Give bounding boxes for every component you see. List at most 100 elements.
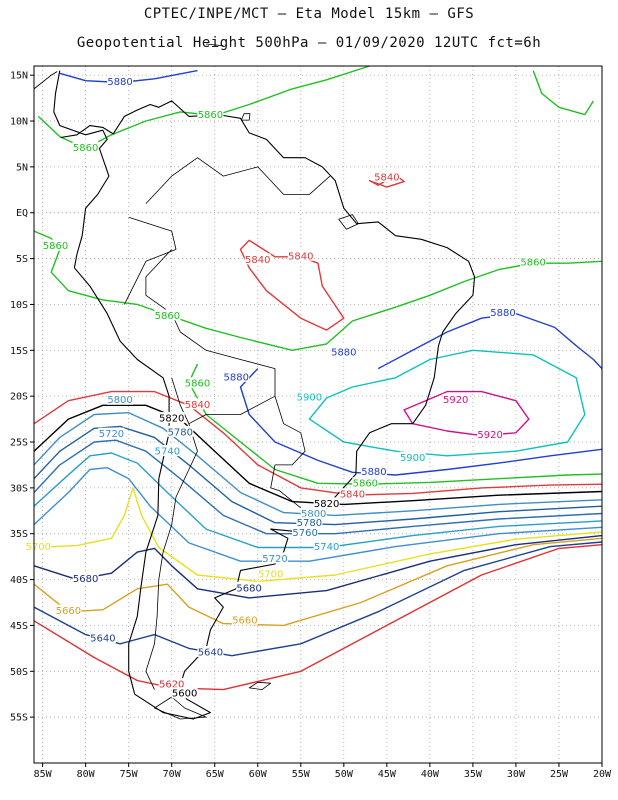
contour-label: 5800 <box>107 395 132 406</box>
coastline <box>53 70 476 720</box>
lon-tick-label: 65W <box>206 769 225 780</box>
lon-tick-label: 30W <box>507 769 526 780</box>
contour-5740 <box>33 452 603 549</box>
contour-label: 5720 <box>262 554 287 565</box>
contour-label-bg <box>360 465 387 477</box>
lat-tick-label: 55S <box>10 713 28 724</box>
contour-5780 <box>33 425 603 526</box>
coastline <box>124 216 177 305</box>
contour-5720 <box>33 467 603 562</box>
contour-label-bg <box>223 370 250 382</box>
contour-label: 5600 <box>172 689 197 700</box>
contour-label-bg <box>89 632 116 644</box>
coastline <box>248 681 272 690</box>
lon-tick-label: 50W <box>335 769 354 780</box>
lat-tick-label: 45S <box>10 621 28 632</box>
contour-label: 5700 <box>258 569 283 580</box>
contour-label: 5780 <box>297 518 322 529</box>
contour-label: 5760 <box>292 528 317 539</box>
contour-label-bg <box>300 507 327 519</box>
contour-label: 5860 <box>43 241 68 252</box>
lat-tick-label: 20S <box>10 392 28 403</box>
contour-label: 5880 <box>490 308 515 319</box>
contour-label: 5820 <box>159 414 184 425</box>
contour-5760 <box>33 439 603 535</box>
contour-5680 <box>33 534 603 599</box>
lat-tick-label: 30S <box>10 483 28 494</box>
contour-label-bg <box>154 445 181 457</box>
contour-label: 5780 <box>168 427 193 438</box>
contour-5840 <box>33 390 603 496</box>
contour-label: 5880 <box>224 372 249 383</box>
contour-label: 5840 <box>340 490 365 501</box>
lon-tick-label: 60W <box>249 769 268 780</box>
contour-label: 5660 <box>56 606 81 617</box>
contour-label-bg <box>171 687 198 699</box>
contour-label-bg <box>373 170 400 182</box>
contour-5860 <box>37 65 370 150</box>
lat-tick-label: 35S <box>10 529 28 540</box>
contour-5880 <box>377 312 603 370</box>
contour-label: 5840 <box>374 172 399 183</box>
contour-label-bg <box>296 390 323 402</box>
contour-5820 <box>33 404 603 506</box>
chart-title-line2: Geopotential Height 500hPa – 01/09/2020 … <box>76 35 542 51</box>
contour-5660 <box>33 537 603 627</box>
coastline <box>154 696 207 720</box>
contour-label: 5900 <box>297 392 322 403</box>
lat-tick-label: 5N <box>16 162 28 173</box>
contour-5920 <box>403 390 530 437</box>
contour-5620 <box>33 544 603 691</box>
contour-5880 <box>239 368 603 476</box>
contour-label-bg <box>154 309 181 321</box>
coastline <box>206 43 224 47</box>
lat-lon-grid <box>34 66 603 763</box>
contour-label-bg <box>399 451 426 463</box>
lon-tick-label: 75W <box>120 769 139 780</box>
contour-label-bg <box>167 425 194 437</box>
contour-label-bg <box>490 306 517 318</box>
lon-tick-label: 20W <box>593 769 612 780</box>
coastline <box>270 396 319 523</box>
contour-5860 <box>33 230 603 351</box>
lat-tick-label: 15N <box>10 71 28 82</box>
contour-label-bg <box>339 488 366 500</box>
lat-tick-label: 15S <box>10 346 28 357</box>
lat-tick-label: 10S <box>10 300 28 311</box>
contour-label-bg <box>296 516 323 528</box>
contour-label-bg <box>236 581 263 593</box>
contour-5700 <box>33 487 603 583</box>
contour-label-bg <box>520 256 547 268</box>
contour-label: 5860 <box>73 143 98 154</box>
contour-label-bg <box>55 604 82 616</box>
contour-label: 5820 <box>314 499 339 510</box>
contour-label: 5640 <box>90 634 115 645</box>
lon-tick-label: 80W <box>77 769 96 780</box>
coastline <box>145 249 276 425</box>
lon-tick-label: 55W <box>292 769 311 780</box>
contour-label: 5880 <box>331 348 356 359</box>
contour-label: 5720 <box>99 429 124 440</box>
contour-label-bg <box>98 427 125 439</box>
coastline <box>145 157 331 204</box>
chart-title-line1: CPTEC/INPE/MCT – Eta Model 15km – GFS <box>143 6 475 22</box>
lat-tick-label: 40S <box>10 575 28 586</box>
contour-label: 5680 <box>73 574 98 585</box>
contour-label: 5860 <box>185 379 210 390</box>
contour-label: 5860 <box>520 258 545 269</box>
contour-label: 5740 <box>155 447 180 458</box>
contour-label: 5860 <box>353 479 378 490</box>
contour-label: 5680 <box>236 583 261 594</box>
contour-label-bg <box>107 75 134 87</box>
contour-5600 <box>34 547 602 697</box>
contour-label: 5860 <box>155 311 180 322</box>
contour-label-bg <box>330 346 357 358</box>
contour-label-bg <box>231 613 258 625</box>
contour-label: 5840 <box>185 400 210 411</box>
lat-tick-label: 50S <box>10 667 28 678</box>
coastline <box>338 214 359 230</box>
contour-label-bg <box>287 249 314 261</box>
lon-tick-label: 45W <box>378 769 397 780</box>
contour-label-bg <box>292 526 319 538</box>
